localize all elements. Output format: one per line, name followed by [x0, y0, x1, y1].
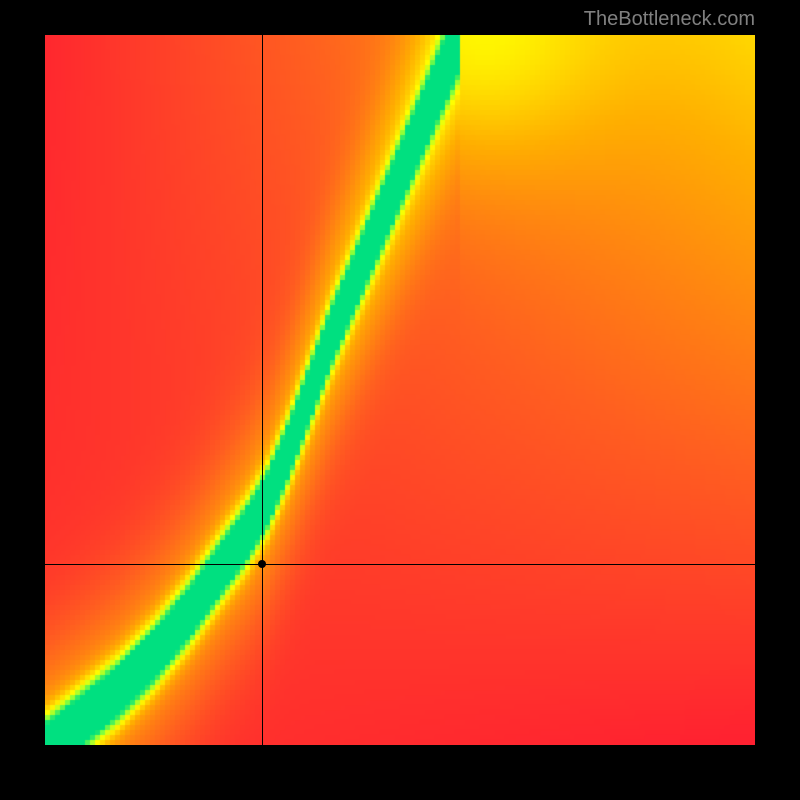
heatmap-canvas	[45, 35, 755, 745]
heatmap-plot	[45, 35, 755, 745]
crosshair-horizontal	[45, 564, 755, 565]
watermark-text: TheBottleneck.com	[584, 8, 755, 31]
crosshair-vertical	[262, 35, 263, 745]
crosshair-marker	[258, 560, 266, 568]
